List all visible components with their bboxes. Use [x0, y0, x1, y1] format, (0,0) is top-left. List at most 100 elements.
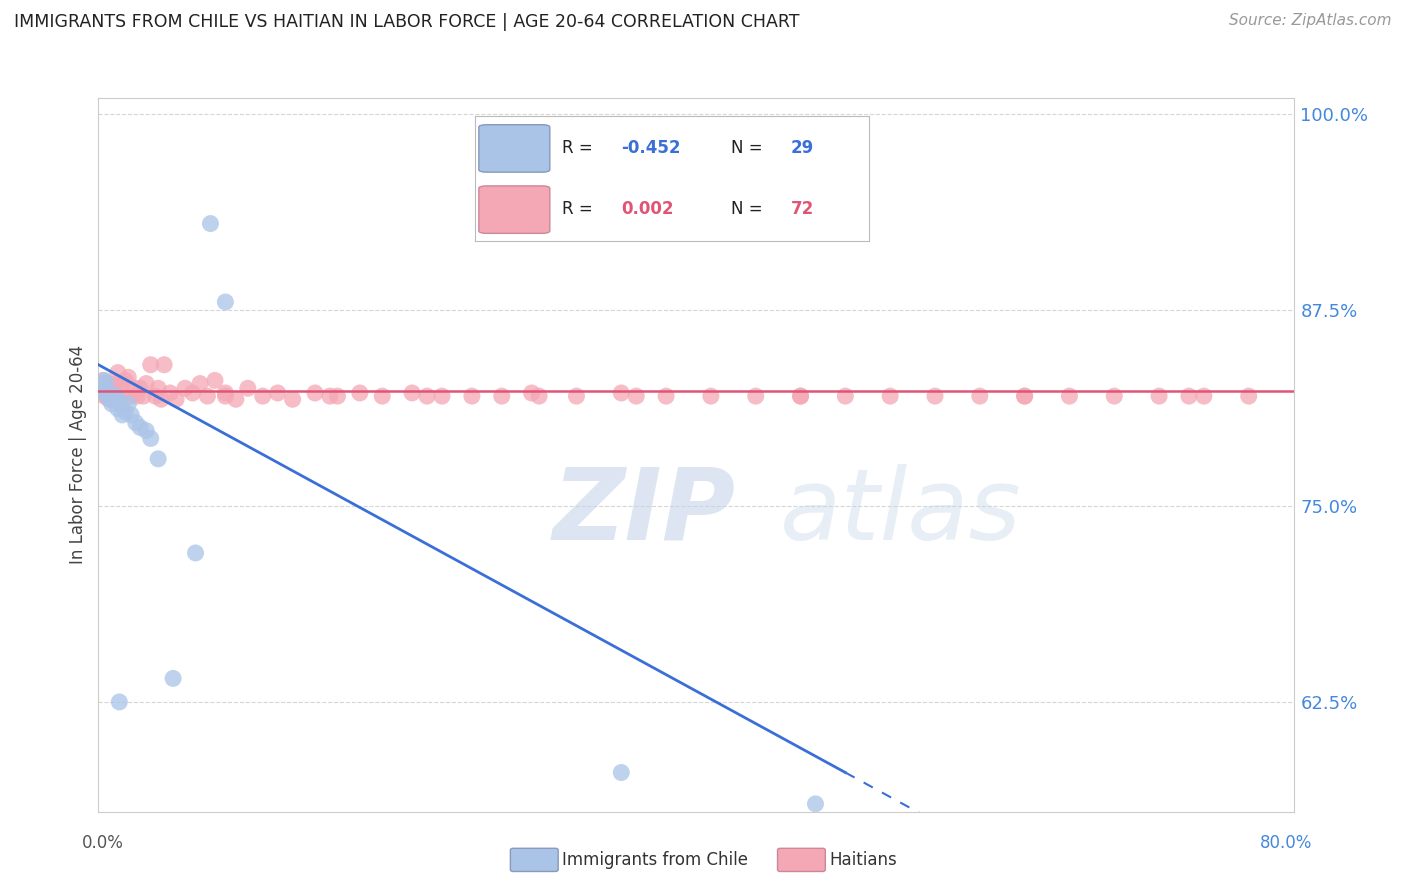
Point	[281, 392, 304, 407]
Point	[110, 389, 132, 403]
Point	[225, 392, 247, 407]
Point	[610, 765, 633, 780]
Text: ZIP: ZIP	[553, 464, 735, 560]
Point	[100, 392, 122, 407]
Point	[804, 797, 827, 811]
Point	[132, 389, 155, 403]
Point	[236, 381, 259, 395]
Point	[834, 389, 856, 403]
Point	[124, 381, 146, 395]
Point	[159, 386, 181, 401]
Point	[416, 389, 439, 403]
Point	[117, 370, 139, 384]
Point	[197, 389, 219, 403]
Text: Immigrants from Chile: Immigrants from Chile	[562, 851, 748, 869]
Point	[94, 386, 117, 401]
Point	[103, 386, 125, 401]
Point	[371, 389, 394, 403]
Point	[101, 397, 124, 411]
Point	[127, 389, 149, 403]
Point	[117, 397, 139, 411]
Point	[267, 386, 290, 401]
Point	[162, 672, 184, 686]
Point	[114, 373, 136, 387]
Point	[252, 389, 274, 403]
Point	[105, 389, 128, 403]
Point	[745, 389, 768, 403]
Point	[139, 358, 162, 372]
Point	[1192, 389, 1215, 403]
Point	[129, 420, 152, 434]
Point	[110, 397, 132, 411]
Point	[461, 389, 484, 403]
Text: Haitians: Haitians	[830, 851, 897, 869]
Point	[96, 376, 118, 391]
Point	[349, 386, 371, 401]
Point	[879, 389, 901, 403]
Point	[97, 392, 120, 407]
Point	[969, 389, 991, 403]
Point	[319, 389, 342, 403]
Point	[107, 401, 129, 416]
Point	[174, 381, 197, 395]
Point	[491, 389, 513, 403]
Point	[94, 376, 117, 391]
Point	[1147, 389, 1170, 403]
Text: atlas: atlas	[779, 464, 1021, 560]
Point	[120, 389, 142, 403]
Point	[188, 376, 211, 391]
Point	[153, 358, 176, 372]
Point	[139, 432, 162, 446]
Text: IMMIGRANTS FROM CHILE VS HAITIAN IN LABOR FORCE | AGE 20-64 CORRELATION CHART: IMMIGRANTS FROM CHILE VS HAITIAN IN LABO…	[14, 13, 800, 31]
Point	[1014, 389, 1036, 403]
Point	[104, 389, 127, 403]
Point	[120, 408, 142, 422]
Point	[96, 389, 118, 403]
Point	[1178, 389, 1201, 403]
Point	[789, 389, 811, 403]
Point	[114, 405, 136, 419]
Point	[565, 389, 588, 403]
Point	[90, 381, 112, 395]
Point	[148, 381, 170, 395]
Point	[430, 389, 453, 403]
Point	[103, 389, 125, 403]
Point	[214, 295, 236, 310]
Point	[90, 381, 112, 395]
Text: Source: ZipAtlas.com: Source: ZipAtlas.com	[1229, 13, 1392, 29]
Point	[1014, 389, 1036, 403]
Point	[214, 389, 236, 403]
Point	[135, 376, 157, 391]
Point	[100, 389, 122, 403]
Point	[520, 386, 543, 401]
Text: 0.0%: 0.0%	[82, 834, 124, 852]
Point	[184, 546, 207, 560]
Point	[527, 389, 550, 403]
Point	[135, 424, 157, 438]
Point	[1237, 389, 1260, 403]
Point	[97, 386, 120, 401]
Point	[181, 386, 204, 401]
Point	[105, 376, 128, 391]
Point	[111, 376, 134, 391]
Point	[148, 451, 170, 466]
Point	[326, 389, 349, 403]
Point	[108, 695, 131, 709]
Text: 80.0%: 80.0%	[1260, 834, 1313, 852]
Point	[165, 392, 187, 407]
Point	[1059, 389, 1081, 403]
Point	[789, 389, 811, 403]
Point	[304, 386, 326, 401]
Point	[924, 389, 946, 403]
Point	[91, 386, 114, 401]
Point	[655, 389, 678, 403]
Point	[129, 381, 152, 395]
Point	[626, 389, 648, 403]
Point	[125, 416, 148, 430]
Point	[93, 389, 115, 403]
Point	[101, 381, 124, 395]
Point	[204, 373, 226, 387]
Point	[111, 408, 134, 422]
Point	[214, 386, 236, 401]
Point	[143, 389, 166, 403]
